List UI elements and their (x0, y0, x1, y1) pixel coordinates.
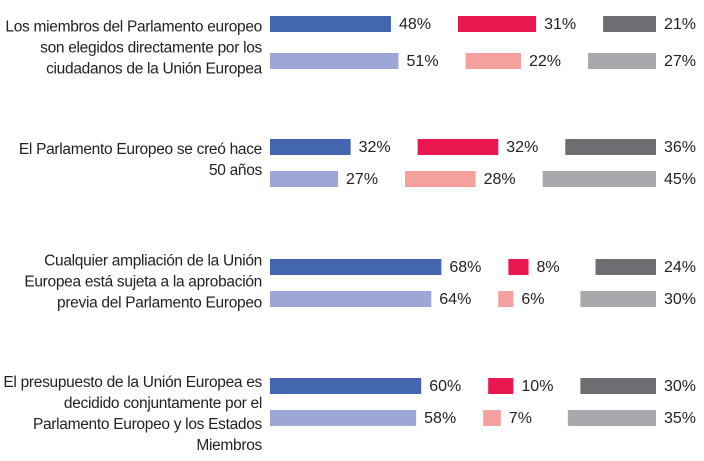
value-label: 60% (429, 378, 461, 395)
bar (483, 410, 501, 426)
bar (498, 291, 514, 307)
bar (580, 378, 656, 394)
value-label: 6% (521, 291, 544, 308)
value-label: 30% (664, 378, 696, 395)
bar (580, 291, 656, 307)
bar (270, 171, 339, 187)
value-label: 28% (484, 171, 516, 188)
bar (465, 53, 521, 69)
bar (565, 139, 656, 155)
bar (508, 259, 529, 275)
value-label: 48% (399, 16, 431, 33)
value-label: 30% (664, 291, 696, 308)
value-label: 8% (537, 259, 560, 276)
value-label: 51% (407, 53, 439, 70)
value-label: 36% (664, 139, 696, 156)
value-label: 10% (521, 378, 553, 395)
bar (270, 410, 417, 426)
value-label: 58% (424, 410, 456, 427)
bar (603, 16, 656, 32)
bar (567, 410, 656, 426)
value-label: 32% (359, 139, 391, 156)
bar (270, 53, 399, 69)
value-label: 7% (509, 410, 532, 427)
bar (488, 378, 514, 394)
bar (270, 139, 351, 155)
bar (587, 53, 656, 69)
bar (270, 16, 391, 32)
bar (542, 171, 656, 187)
bar (417, 139, 499, 155)
value-label: 27% (664, 53, 696, 70)
bar (270, 378, 422, 394)
value-label: 45% (664, 171, 696, 188)
bar (270, 291, 432, 307)
bar (270, 259, 442, 275)
bar (405, 171, 476, 187)
value-label: 24% (664, 259, 696, 276)
value-label: 21% (664, 16, 696, 33)
bar (595, 259, 656, 275)
category-label: El Parlamento Europeo se creó hace 50 añ… (18, 141, 262, 179)
category-label: Cualquier ampliación de la Unión Europea… (24, 252, 262, 312)
value-label: 35% (664, 410, 696, 427)
category-label: Los miembros del Parlamento europeo son … (5, 18, 262, 78)
value-label: 31% (544, 16, 576, 33)
value-label: 27% (346, 171, 378, 188)
category-label: El presupuesto de la Unión Europea es de… (3, 374, 262, 454)
value-label: 22% (529, 53, 561, 70)
value-label: 64% (439, 291, 471, 308)
bar (457, 16, 537, 32)
value-label: 68% (449, 259, 481, 276)
value-label: 32% (506, 139, 538, 156)
